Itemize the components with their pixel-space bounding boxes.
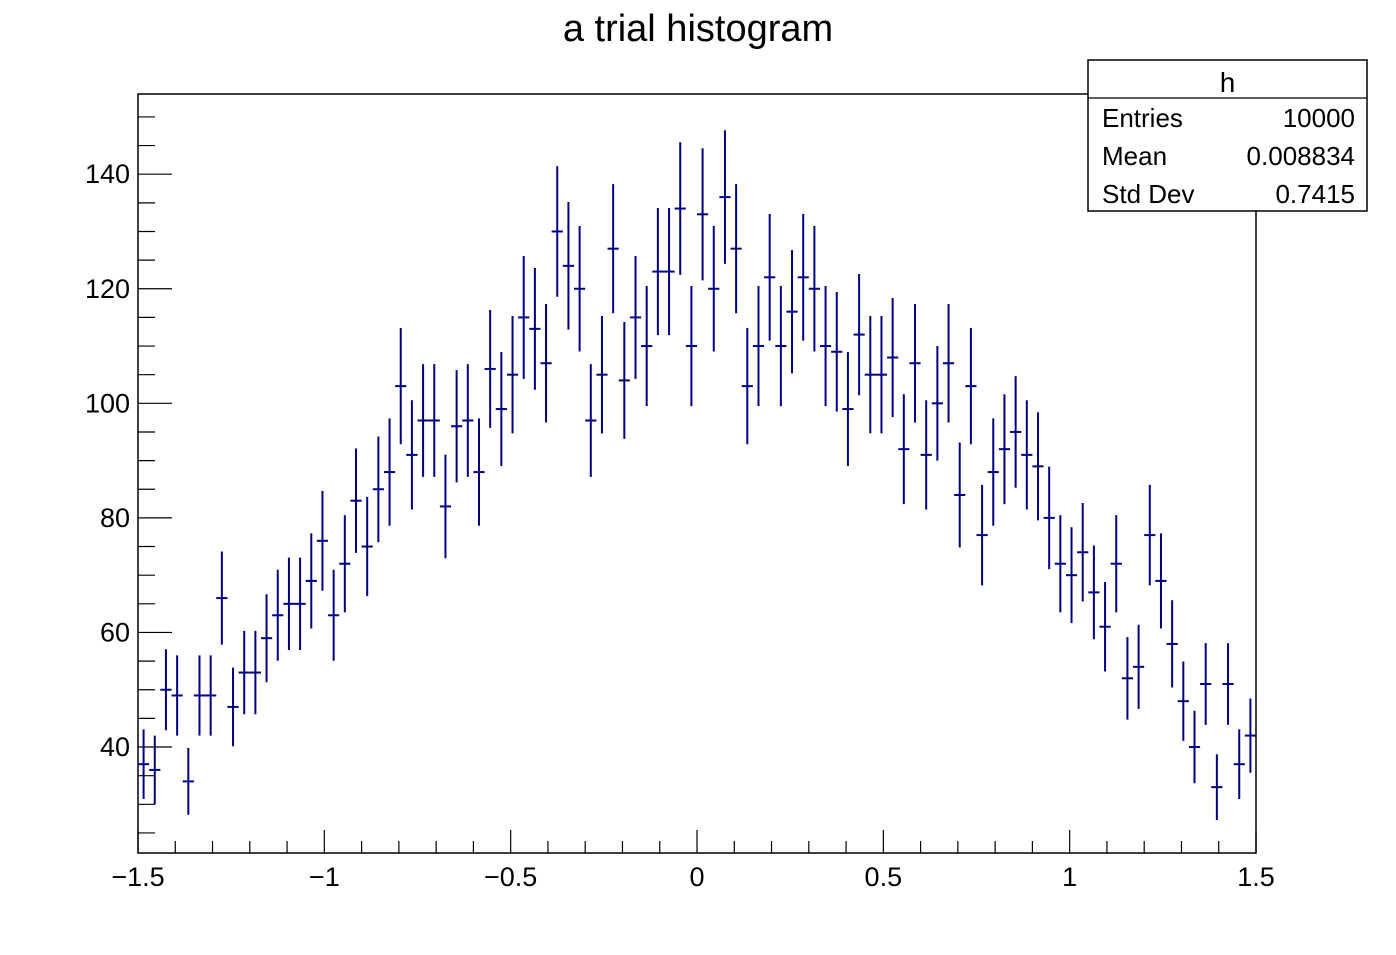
x-tick-label: 1 xyxy=(1062,862,1077,892)
y-tick-label: 120 xyxy=(85,274,130,304)
stats-label: Std Dev xyxy=(1102,179,1195,209)
stats-value: 0.7415 xyxy=(1275,179,1355,209)
stats-value: 0.008834 xyxy=(1247,141,1355,171)
x-tick-label: −0.5 xyxy=(484,862,537,892)
stats-value: 10000 xyxy=(1283,103,1355,133)
x-tick-label: 0 xyxy=(689,862,704,892)
stats-label: Entries xyxy=(1102,103,1183,133)
y-tick-label: 40 xyxy=(100,732,130,762)
y-tick-label: 140 xyxy=(85,159,130,189)
stats-box xyxy=(1087,59,1368,212)
x-tick-label: 1.5 xyxy=(1237,862,1275,892)
x-tick-label: 0.5 xyxy=(865,862,903,892)
chart-title: a trial histogram xyxy=(562,8,834,50)
y-tick-label: 100 xyxy=(85,388,130,418)
x-tick-label: −1 xyxy=(309,862,340,892)
stats-label: Mean xyxy=(1102,141,1167,171)
stats-box-name: h xyxy=(1220,67,1236,98)
y-tick-label: 60 xyxy=(100,617,130,647)
y-tick-label: 80 xyxy=(100,503,130,533)
x-tick-label: −1.5 xyxy=(111,862,164,892)
